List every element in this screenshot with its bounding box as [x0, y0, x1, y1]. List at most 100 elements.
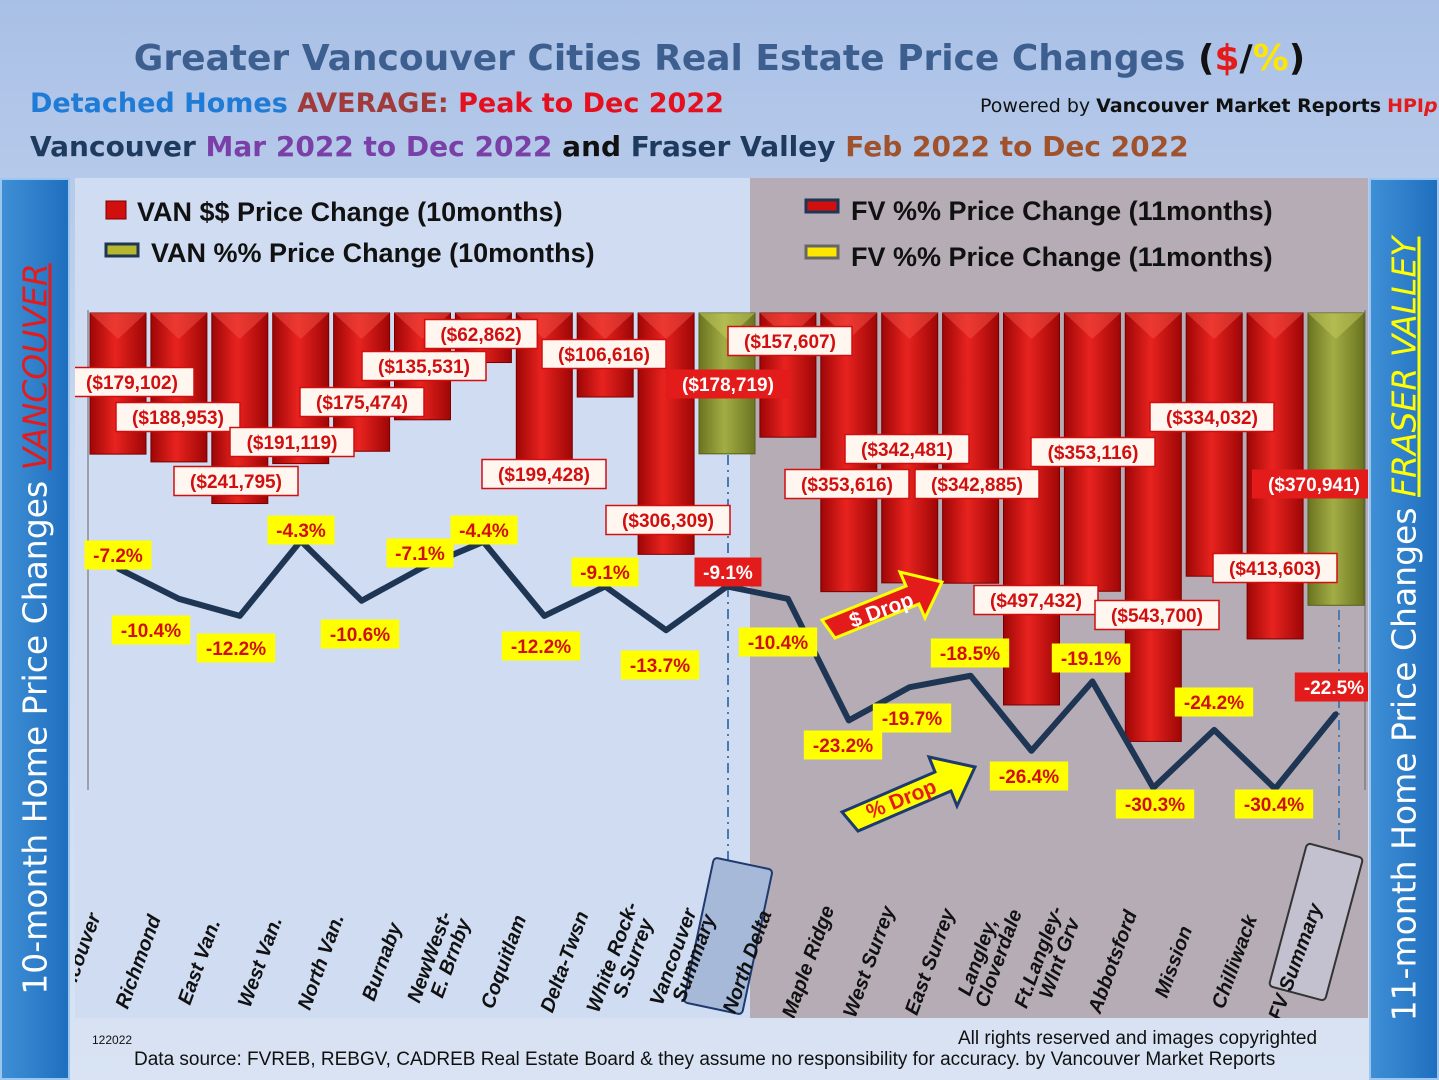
- bar-bevel-10: [699, 313, 755, 339]
- dollar-label-20-bg: [1252, 469, 1368, 499]
- pct-label-5-bg: [386, 538, 454, 568]
- chart-plot: VAN $$ Price Change (10months) VAN %% Pr…: [75, 178, 1368, 1018]
- bar-bevel-15: [1003, 313, 1060, 339]
- dollar-label-11-text: ($157,607): [744, 332, 836, 353]
- left-sidebar: 10-month Home Price Changes VANCOUVER: [0, 178, 70, 1080]
- dollar-label-5: ($135,531): [361, 350, 487, 382]
- bar-bevel-16: [1064, 313, 1121, 339]
- pct-label-3: -4.3%: [267, 515, 335, 545]
- footnote-code: 122022: [92, 1033, 133, 1047]
- pct-label-15-text: -26.4%: [999, 767, 1059, 788]
- pct-point-9: [663, 627, 669, 633]
- legend-fv-pct-swatch: [804, 244, 840, 260]
- pct-label-19-text: -30.4%: [1244, 795, 1304, 816]
- dollar-label-6-text: ($62,862): [440, 325, 521, 346]
- pct-label-13-bg: [872, 703, 952, 733]
- pct-label-19-bg: [1234, 789, 1314, 819]
- pct-label-10-bg: [694, 557, 762, 587]
- pct-label-10: -9.1%: [694, 557, 762, 587]
- pct-point-13: [907, 684, 913, 690]
- pct-label-0: -7.2%: [84, 540, 152, 570]
- dollar-label-9-bg: [605, 504, 731, 536]
- bar-bevel-8: [577, 313, 634, 339]
- dollar-label-17: ($543,700): [1094, 599, 1220, 631]
- dollar-label-12: ($353,616): [784, 468, 910, 500]
- pct-label-17-text: -30.3%: [1125, 795, 1185, 816]
- pct-point-20: [1333, 711, 1339, 717]
- dollar-label-0: ($179,102): [75, 366, 195, 398]
- legend: VAN $$ Price Change (10months) VAN %% Pr…: [104, 196, 1273, 272]
- bar-bevel-2: [211, 313, 268, 339]
- bar-bevel-0: [90, 313, 146, 339]
- pct-point-1: [176, 596, 182, 602]
- dollar-label-9-text: ($306,309): [622, 511, 714, 532]
- dollar-label-6: ($62,862): [423, 318, 539, 350]
- dollar-label-17-text: ($543,700): [1111, 606, 1203, 627]
- pct-label-1-bg: [111, 615, 191, 645]
- pct-label-11-text: -10.4%: [748, 633, 808, 654]
- dollar-label-19-text: ($413,603): [1229, 559, 1321, 580]
- pct-label-18: -24.2%: [1174, 687, 1254, 717]
- right-sidebar: 11-month Home Price Changes FRASER VALLE…: [1369, 178, 1439, 1080]
- dollar-label-14-text: ($342,885): [931, 475, 1023, 496]
- dollar-label-3-bg: [229, 426, 355, 458]
- left-side-label: 10-month Home Price Changes VANCOUVER: [15, 263, 55, 995]
- dollar-label-12-bg: [784, 468, 910, 500]
- pct-label-9-bg: [620, 650, 700, 680]
- pct-label-18-bg: [1174, 687, 1254, 717]
- pct-point-4: [359, 598, 365, 604]
- dollar-label-10-bg: [666, 369, 790, 399]
- dollar-label-20-text: ($370,941): [1268, 475, 1360, 496]
- pct-label-12-text: -23.2%: [813, 736, 873, 757]
- pct-label-6-text: -4.4%: [459, 521, 509, 542]
- dollar-label-14: ($342,885): [914, 468, 1040, 500]
- dollar-label-1-bg: [115, 401, 241, 433]
- pct-label-17: -30.3%: [1115, 789, 1195, 819]
- bar-bevel-19: [1247, 313, 1304, 339]
- pct-label-0-bg: [84, 540, 152, 570]
- bar-bevel-4: [333, 313, 390, 339]
- pct-point-14: [968, 673, 974, 679]
- dollar-label-15-text: ($497,432): [990, 591, 1082, 612]
- right-side-label: 11-month Home Price Changes FRASER VALLE…: [1384, 236, 1424, 1022]
- data-source-note: Data source: FVREB, REBGV, CADREB Real E…: [134, 1049, 1276, 1070]
- pct-label-14-bg: [930, 638, 1010, 668]
- dollar-label-5-text: ($135,531): [378, 357, 470, 378]
- legend-fv-pct-label: FV %% Price Change (11months): [851, 242, 1273, 272]
- dollar-label-18-bg: [1149, 401, 1275, 433]
- pct-label-5: -7.1%: [386, 538, 454, 568]
- dollar-label-9: ($306,309): [605, 504, 731, 536]
- legend-fv-dollar-swatch: [804, 198, 840, 214]
- pct-label-7-bg: [501, 631, 581, 661]
- dollar-label-4-bg: [299, 386, 425, 418]
- pct-label-7-text: -12.2%: [511, 637, 571, 658]
- dollar-label-5-bg: [361, 350, 487, 382]
- bar-bevel-14: [942, 313, 999, 339]
- pct-label-4: -10.6%: [320, 619, 400, 649]
- pct-label-10-text: -9.1%: [703, 563, 753, 584]
- pct-label-9: -13.7%: [620, 650, 700, 680]
- dollar-label-7-bg: [481, 458, 607, 490]
- pct-label-17-bg: [1115, 789, 1195, 819]
- subtitle-detached: Detached Homes AVERAGE: Peak to Dec 2022: [30, 88, 724, 119]
- dollar-label-4: ($175,474): [299, 386, 425, 418]
- pct-label-13: -19.7%: [872, 703, 952, 733]
- dollar-label-10-text: ($178,719): [682, 375, 774, 396]
- dollar-label-11: ($157,607): [727, 325, 853, 357]
- pct-label-3-bg: [267, 515, 335, 545]
- pct-label-12: -23.2%: [803, 730, 883, 760]
- pct-label-16: -19.1%: [1051, 643, 1131, 673]
- dollar-label-18-text: ($334,032): [1166, 408, 1258, 429]
- pct-label-16-bg: [1051, 643, 1131, 673]
- copyright-note: All rights reserved and images copyright…: [958, 1028, 1318, 1049]
- bar-bevel-17: [1125, 313, 1182, 339]
- dollar-label-2-text: ($241,795): [190, 472, 282, 493]
- dollar-label-13-text: ($342,481): [861, 440, 953, 461]
- pct-label-2-bg: [196, 633, 276, 663]
- dollar-label-4-text: ($175,474): [316, 393, 408, 414]
- pct-point-12: [846, 717, 852, 723]
- dollar-label-19-bg: [1212, 552, 1338, 584]
- pct-point-11: [785, 596, 791, 602]
- pct-label-19: -30.4%: [1234, 789, 1314, 819]
- dollar-label-6-bg: [423, 318, 539, 350]
